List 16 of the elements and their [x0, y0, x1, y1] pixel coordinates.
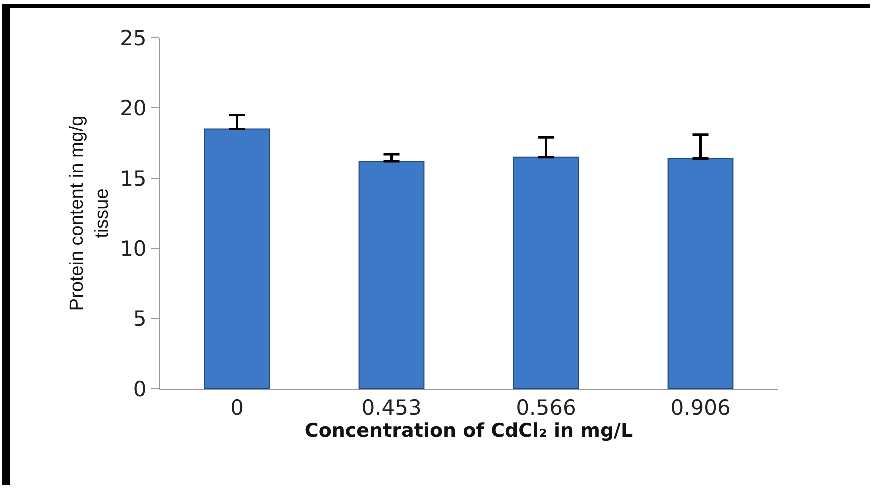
y-tick-label: 0: [133, 377, 147, 402]
y-tick-label: 15: [120, 166, 147, 191]
y-tick-label: 5: [133, 307, 147, 332]
bar: [358, 161, 425, 389]
bar: [513, 156, 580, 389]
x-tick-label: 0.566: [516, 396, 576, 420]
x-tick-label: 0.453: [362, 396, 422, 420]
y-tick-label: 25: [120, 26, 147, 50]
x-tick-label: 0.906: [670, 396, 731, 420]
y-axis-title: Protein content in mg/g tissue: [67, 116, 113, 312]
y-tick-label: 20: [120, 96, 147, 121]
x-tick-label: 0: [230, 396, 244, 420]
bar: [668, 158, 734, 389]
bar: [204, 128, 270, 389]
y-tick-label: 10: [120, 236, 147, 261]
x-axis-title: Concentration of CdCl₂ in mg/L: [304, 420, 634, 442]
